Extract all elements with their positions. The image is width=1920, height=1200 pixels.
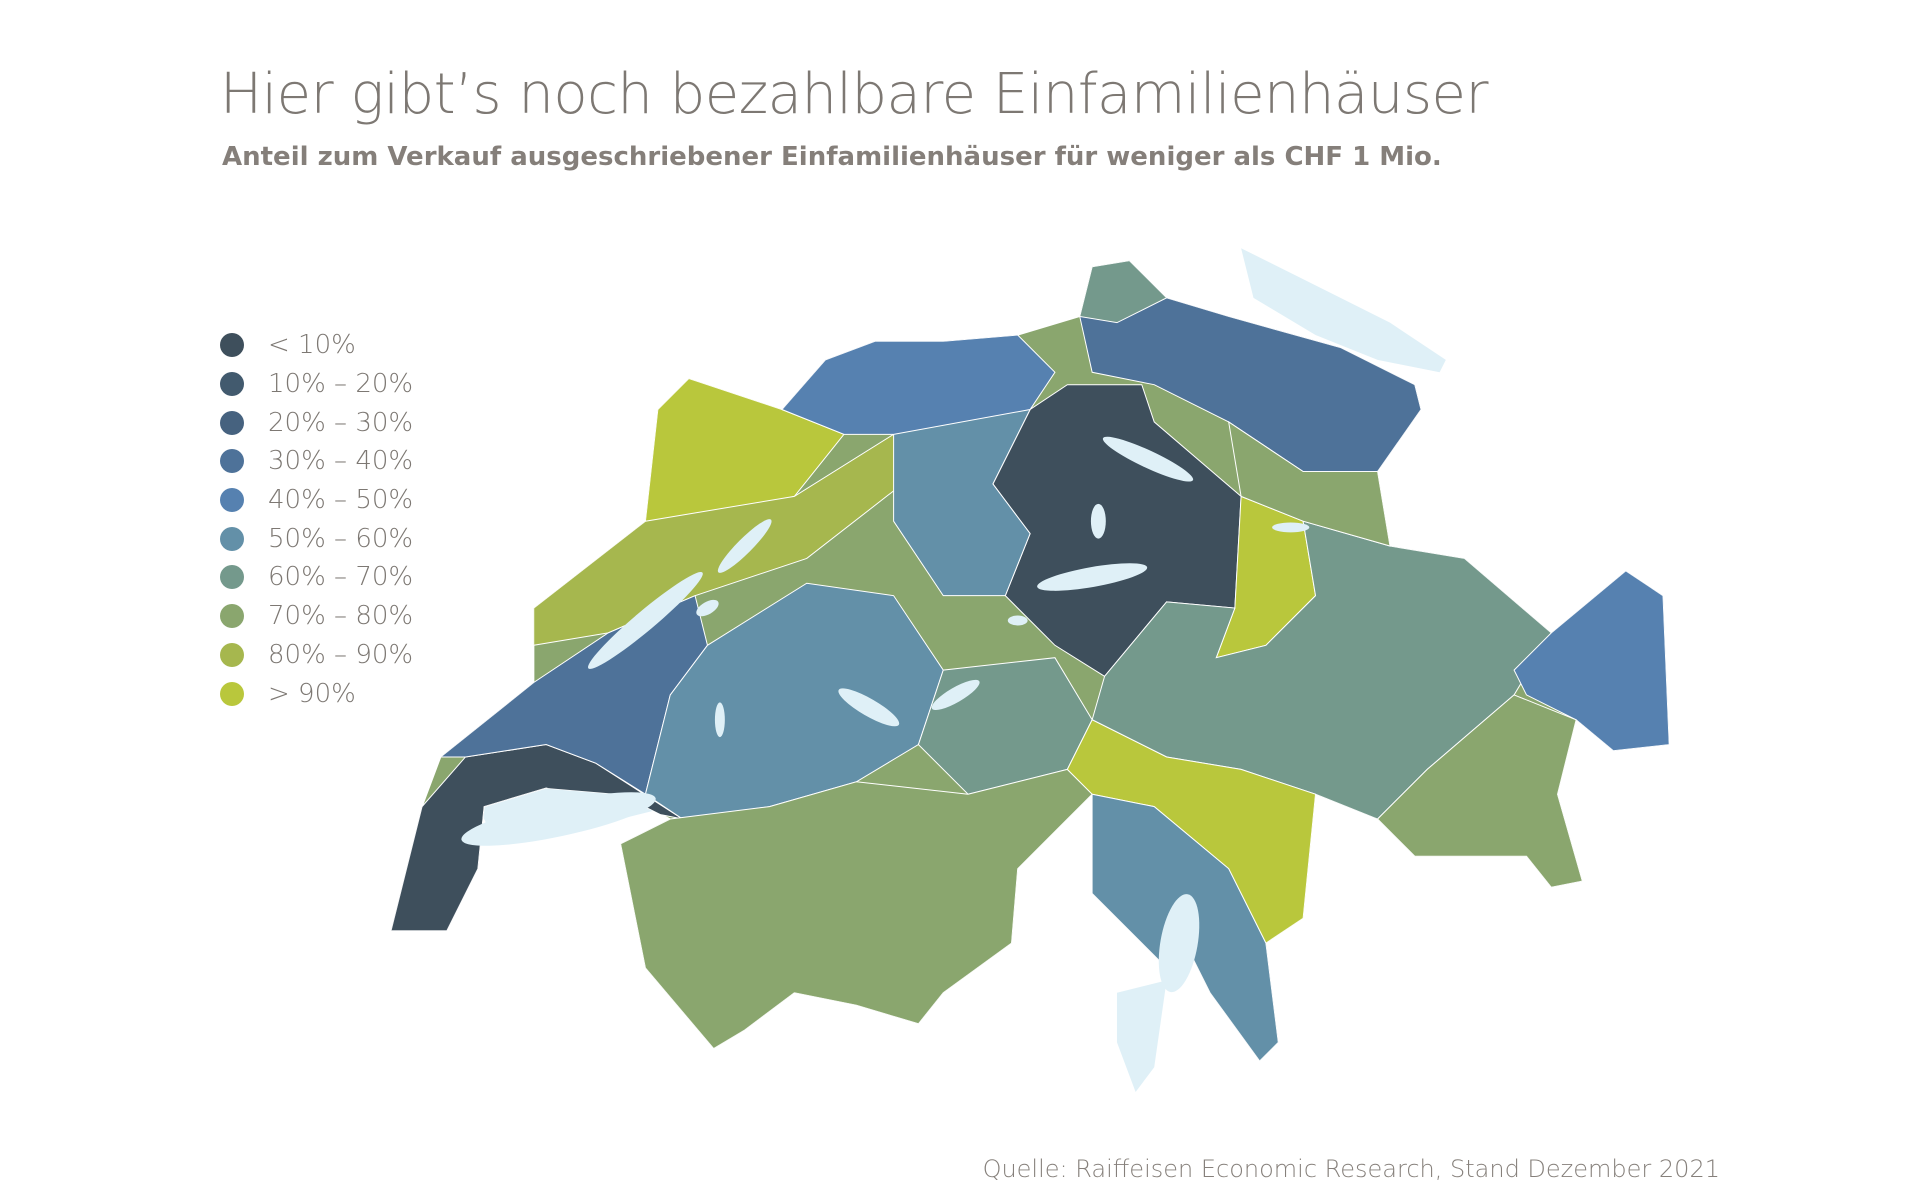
- lake: [1241, 248, 1446, 373]
- legend-label: 70% – 80%: [268, 601, 414, 632]
- legend-label: 50% – 60%: [268, 523, 414, 554]
- legend-item: 60% – 70%: [220, 558, 413, 597]
- legend-label: < 10%: [268, 330, 356, 361]
- lake: [1102, 436, 1194, 482]
- legend-label: 30% – 40%: [268, 446, 414, 477]
- legend-swatch: [220, 410, 244, 435]
- legend-swatch: [220, 488, 244, 513]
- legend-item: 80% – 90%: [220, 636, 413, 675]
- map-region: [1376, 694, 1583, 888]
- legend-item: 70% – 80%: [220, 597, 413, 636]
- legend-label: 80% – 90%: [268, 639, 414, 670]
- lake: [838, 688, 900, 727]
- lake: [717, 519, 772, 573]
- map-title: Hier gibt’s noch bezahlbare Einfamilienh…: [220, 62, 1489, 127]
- legend-swatch: [220, 604, 244, 629]
- map-region: [533, 433, 920, 646]
- legend-item: > 90%: [220, 674, 413, 713]
- legend-item: 50% – 60%: [220, 519, 413, 558]
- lake: [1007, 615, 1028, 626]
- legend-label: 40% – 50%: [268, 485, 414, 516]
- legend-item: 30% – 40%: [220, 442, 413, 481]
- lake: [714, 702, 725, 738]
- lake: [696, 599, 719, 617]
- legend-item: 20% – 30%: [220, 403, 413, 442]
- source-note: Quelle: Raiffeisen Economic Research, St…: [982, 1155, 1720, 1183]
- legend-swatch: [220, 333, 244, 358]
- lake: [1272, 522, 1310, 533]
- legend-item: 40% – 50%: [220, 481, 413, 520]
- legend-item: 10% – 20%: [220, 365, 413, 404]
- lake: [1158, 894, 1200, 993]
- lake: [461, 792, 656, 846]
- legend-label: 60% – 70%: [268, 562, 414, 593]
- lake: [588, 572, 703, 669]
- legend-swatch: [220, 449, 244, 474]
- legend-label: 20% – 30%: [268, 407, 414, 438]
- legend-swatch: [220, 642, 244, 667]
- map-region: [1513, 570, 1670, 752]
- legend-swatch: [220, 372, 244, 397]
- map-region: [781, 334, 1056, 435]
- lake: [1090, 503, 1106, 539]
- map-region: [1227, 420, 1391, 547]
- lake: [931, 679, 980, 711]
- lake: [1037, 563, 1148, 591]
- legend-swatch: [220, 565, 244, 590]
- legend-label: 10% – 20%: [268, 369, 414, 400]
- legend-label: > 90%: [268, 678, 356, 709]
- lake: [1116, 980, 1167, 1093]
- legend: < 10% 10% – 20% 20% – 30% 30% – 40% 40% – 50…: [220, 326, 413, 713]
- legend-item: < 10%: [220, 326, 413, 365]
- legend-swatch: [220, 681, 244, 706]
- legend-swatch: [220, 526, 244, 551]
- map-subtitle: Anteil zum Verkauf ausgeschriebener Einf…: [222, 142, 1442, 172]
